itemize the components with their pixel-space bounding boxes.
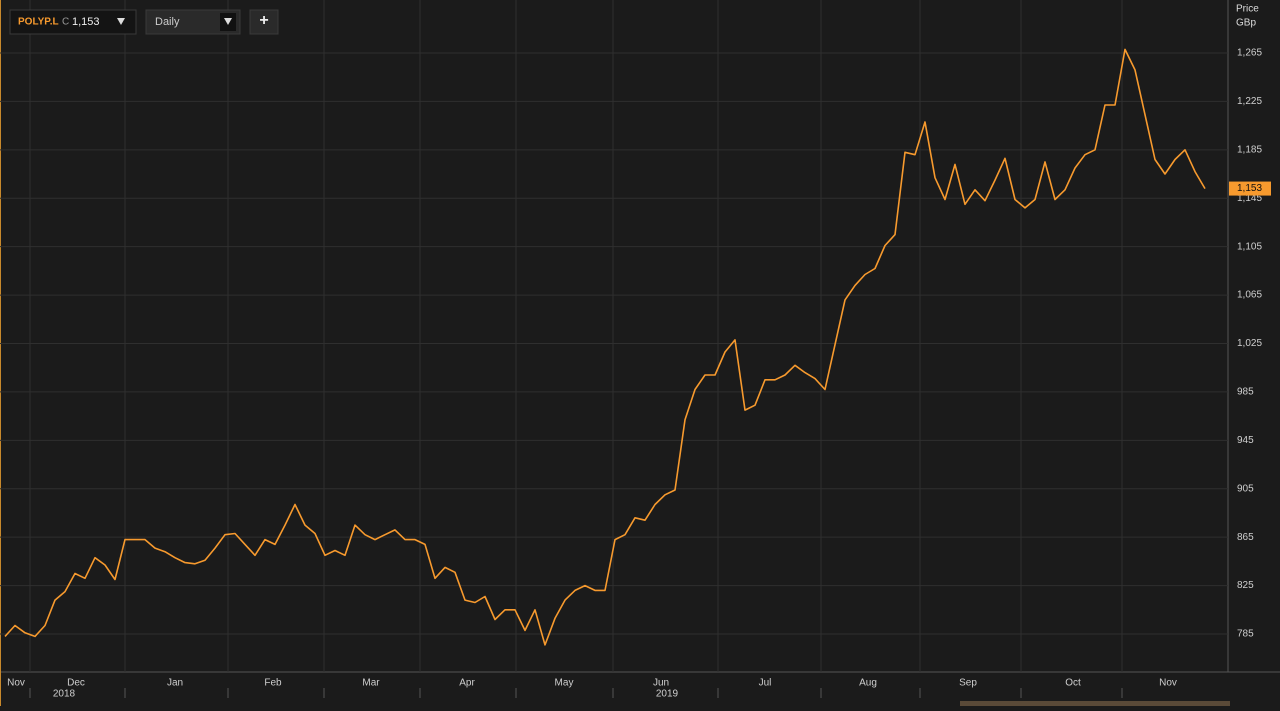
dropdown-arrow[interactable] <box>224 18 232 25</box>
add-label: + <box>259 12 268 29</box>
y-tick-label: 1,065 <box>1237 290 1262 301</box>
y-tick-label: 785 <box>1237 629 1254 640</box>
year-label: 2019 <box>656 689 679 700</box>
y-tick-label: 905 <box>1237 483 1254 494</box>
plot: 7858258659059459851,0251,0651,1051,1451,… <box>0 0 1271 700</box>
y-tick-label: 865 <box>1237 532 1254 543</box>
last-price-label: 1,153 <box>1237 183 1262 194</box>
dropdown-arrow[interactable] <box>117 18 125 25</box>
x-tick-label: Nov <box>7 678 25 689</box>
interval: Daily <box>155 16 180 28</box>
x-tick-label: Jun <box>653 678 669 689</box>
x-tick-label: Feb <box>264 678 282 689</box>
price-line <box>4 48 1206 646</box>
y-tick-label: 945 <box>1237 435 1254 446</box>
symbol: POLYP.L <box>18 17 59 28</box>
close-code: C <box>62 17 69 28</box>
add-button[interactable] <box>249 9 279 35</box>
year-label: 2018 <box>53 689 76 700</box>
x-tick-label: Apr <box>459 678 475 689</box>
x-tick-label: Dec <box>67 678 85 689</box>
symbol-box[interactable] <box>9 9 137 35</box>
x-tick-label: Jan <box>167 678 183 689</box>
x-tick-label: May <box>555 678 574 689</box>
x-tick-label: Jul <box>759 678 772 689</box>
y-axis-title: Price <box>1236 4 1259 15</box>
y-tick-label: 1,025 <box>1237 338 1262 349</box>
y-axis-unit: GBp <box>1236 18 1256 29</box>
last-price-tag <box>1229 181 1271 196</box>
y-tick-label: 1,265 <box>1237 48 1262 59</box>
y-tick-label: 825 <box>1237 580 1254 591</box>
close-price: 1,153 <box>72 16 100 28</box>
x-tick-label: Aug <box>859 678 877 689</box>
y-tick-label: 1,225 <box>1237 96 1262 107</box>
x-tick-label: Nov <box>1159 678 1177 689</box>
x-tick-label: Oct <box>1065 678 1081 689</box>
x-tick-label: Sep <box>959 678 977 689</box>
y-tick-label: 1,185 <box>1237 144 1262 155</box>
x-tick-label: Mar <box>362 678 380 689</box>
y-tick-label: 1,105 <box>1237 241 1262 252</box>
y-tick-label: 985 <box>1237 387 1254 398</box>
y-tick-label: 1,145 <box>1237 193 1262 204</box>
scrollbar[interactable] <box>960 701 1230 706</box>
